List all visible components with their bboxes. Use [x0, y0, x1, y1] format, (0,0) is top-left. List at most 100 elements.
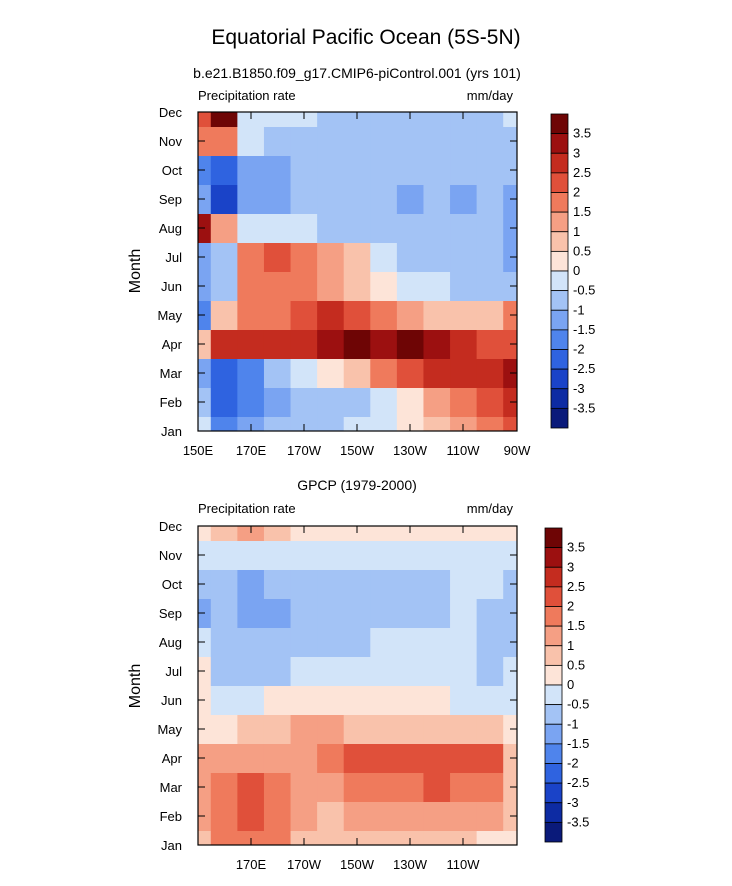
contour-cell: [317, 112, 345, 127]
colorbar-swatch: [550, 329, 569, 350]
y-tick-label: May: [157, 308, 182, 323]
contour-cell: [237, 329, 265, 359]
contour-cell: [450, 213, 478, 243]
contour-cell: [423, 416, 452, 431]
contour-cell: [370, 126, 398, 156]
x-tick-label: 170W: [287, 443, 322, 458]
contour-cell: [317, 540, 345, 570]
contour-cell: [210, 656, 239, 686]
contour-cell: [210, 387, 239, 417]
contour-cell: [450, 656, 478, 686]
contour-cell: [210, 743, 239, 773]
contour-cell: [317, 271, 345, 301]
contour-cell: [476, 329, 505, 359]
colorbar-label: -3: [567, 795, 579, 810]
contour-cell: [210, 416, 239, 431]
contour-cell: [210, 300, 239, 330]
contour-cell: [396, 656, 425, 686]
contour-cell: [317, 830, 345, 845]
colorbar-label: 1: [573, 224, 580, 239]
colorbar-swatch: [544, 704, 563, 725]
contour-cell: [210, 540, 239, 570]
contour-cell: [263, 271, 292, 301]
contour-cell: [396, 685, 425, 715]
contour-cell: [396, 387, 425, 417]
contour-cell: [290, 387, 319, 417]
contour-cell: [476, 387, 505, 417]
contour-cell: [290, 358, 319, 388]
x-tick-label: 170E: [236, 857, 267, 872]
contour-cell: [210, 184, 239, 214]
contour-cell: [476, 714, 505, 744]
contour-cell: [476, 213, 505, 243]
y-tick-label: Nov: [159, 134, 183, 149]
contour-cell: [370, 184, 398, 214]
contour-cell: [237, 830, 265, 845]
colorbar-label: 3.5: [573, 126, 591, 141]
contour-cell: [450, 155, 478, 185]
contour-cell: [476, 416, 505, 431]
y-tick-label: Jun: [161, 279, 182, 294]
contour-cell: [343, 358, 372, 388]
contour-cell: [237, 685, 265, 715]
contour-cell: [263, 126, 292, 156]
contour-cell: [450, 830, 478, 845]
panel-title: b.e21.B1850.f09_g17.CMIP6-piControl.001 …: [193, 65, 521, 81]
contour-cell: [317, 358, 345, 388]
contour-cell: [423, 540, 452, 570]
contour-cell: [343, 387, 372, 417]
contour-cell: [210, 772, 239, 802]
contour-cell: [450, 627, 478, 657]
contour-cell: [237, 112, 265, 127]
x-tick-label: 170W: [287, 857, 322, 872]
colorbar-label: 1: [567, 638, 574, 653]
units-label: mm/day: [467, 88, 514, 103]
colorbar-swatch: [550, 133, 569, 154]
y-tick-label: Sep: [159, 192, 182, 207]
contour-cell: [210, 801, 239, 831]
colorbar-label: -1.5: [567, 736, 589, 751]
colorbar-swatch: [544, 625, 563, 647]
contour-cell: [450, 598, 478, 628]
y-tick-label: Feb: [160, 395, 182, 410]
contour-cell: [423, 598, 452, 628]
contour-cell: [450, 184, 478, 214]
contour-cell: [263, 685, 292, 715]
colorbar-label: -2.5: [573, 361, 595, 376]
colorbar-swatch: [550, 309, 569, 331]
contour-cell: [237, 598, 265, 628]
contour-cell: [423, 772, 452, 802]
y-tick-label: Jul: [165, 664, 182, 679]
contour-cell: [290, 540, 319, 570]
colorbar-label: 1.5: [573, 204, 591, 219]
contour-cell: [290, 300, 319, 330]
contour-cell: [423, 627, 452, 657]
contour-cell: [370, 772, 398, 802]
units-label: mm/day: [467, 501, 514, 516]
colorbar-swatch: [550, 250, 569, 272]
y-tick-label: Sep: [159, 606, 182, 621]
contour-cell: [317, 329, 345, 359]
contour-cell: [450, 801, 478, 831]
contour-cell: [263, 714, 292, 744]
contour-cell: [263, 772, 292, 802]
contour-cell: [343, 155, 372, 185]
contour-cell: [450, 329, 478, 359]
contour-cell: [237, 714, 265, 744]
contour-cell: [476, 830, 505, 845]
contour-cell: [423, 714, 452, 744]
y-tick-label: Jul: [165, 250, 182, 265]
x-tick-label: 150E: [183, 443, 214, 458]
contour-cell: [343, 830, 372, 845]
contour-cell: [317, 627, 345, 657]
contour-cell: [370, 242, 398, 272]
contour-cell: [423, 271, 452, 301]
contour-cell: [476, 743, 505, 773]
contour-cell: [237, 387, 265, 417]
contour-cell: [290, 627, 319, 657]
contour-cell: [396, 213, 425, 243]
contour-cell: [198, 112, 212, 127]
colorbar-label: 3: [573, 145, 580, 160]
contour-cell: [237, 213, 265, 243]
colorbar-swatch: [550, 290, 569, 311]
